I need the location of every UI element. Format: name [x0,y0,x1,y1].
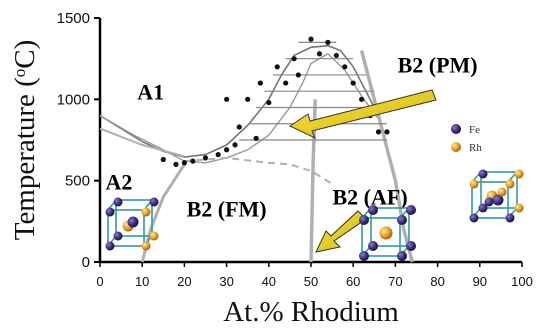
data-point [253,135,259,141]
y-axis-title-superscript: o [10,69,29,78]
data-points [160,36,390,167]
data-point [325,39,331,46]
legend-rh-swatch [451,142,461,152]
data-point [236,124,242,130]
x-tick-label: 30 [219,274,233,289]
phase-b2-fm: B2 (FM) [187,196,267,221]
a1-a2-boundary [99,127,185,158]
data-point [283,80,289,86]
crystal-cell-af [359,205,416,261]
phase-a1: A1 [137,79,164,104]
data-point [232,142,238,148]
x-tick-label: 60 [346,274,360,289]
data-point [316,51,323,57]
data-point [181,160,187,166]
data-point [274,64,280,70]
legend: Fe Rh [451,124,482,154]
data-point [257,80,263,86]
legend-fe-label: Fe [469,124,480,136]
y-tick-label: 0 [82,254,90,271]
data-point [173,161,179,167]
arrow-af [315,210,367,253]
x-tick-label: 70 [388,274,402,289]
solidus-line [99,52,380,164]
crystal-cell-a2 [105,197,159,251]
data-point [384,129,390,135]
x-tick-label: 90 [473,274,487,289]
data-point [295,72,301,78]
data-point [202,155,209,161]
data-point [215,152,221,158]
data-point [160,156,166,163]
legend-rh-label: Rh [469,142,482,154]
data-point [224,96,230,102]
data-point [291,56,297,62]
data-point [375,129,382,135]
crystal-cell-pm [469,169,524,223]
data-point [245,96,251,102]
data-point [333,52,339,59]
x-tick-label: 50 [304,274,318,289]
x-tick-label: 80 [430,274,444,289]
curie-line [184,156,333,185]
legend-fe-swatch [451,124,461,134]
data-point [350,80,356,86]
x-tick-label: 40 [262,274,276,289]
phase-lines [99,44,414,263]
y-tick-label: 500 [65,173,90,190]
arrow-pm [288,89,437,140]
x-tick-label: 0 [96,274,103,289]
x-tick-label: 100 [511,274,533,289]
data-point [308,36,314,42]
x-tick-label: 10 [135,274,149,289]
y-tick-label: 1500 [57,10,90,27]
af-boundary-right [359,50,414,263]
phase-b2-pm: B2 (PM) [398,52,478,77]
y-axis-ticks: 0 500 1000 1500 [57,10,100,271]
y-axis-title: Temperature (oC) [9,40,41,241]
y-tick-label: 1000 [57,91,90,108]
phase-a2: A2 [106,170,133,195]
data-point [190,158,196,164]
data-point [266,99,272,106]
x-axis-ticks: 0 10 20 30 40 50 60 70 80 90 100 [96,262,533,289]
x-axis-title: At.% Rhodium [223,296,399,328]
phase-labels: A1 A2 B2 (FM) B2 (PM) B2 (AF) [106,52,478,221]
data-point [359,96,365,102]
x-tick-label: 20 [177,274,191,289]
phase-b2-af: B2 (AF) [333,184,408,209]
data-point [342,64,348,70]
data-point [224,147,230,153]
